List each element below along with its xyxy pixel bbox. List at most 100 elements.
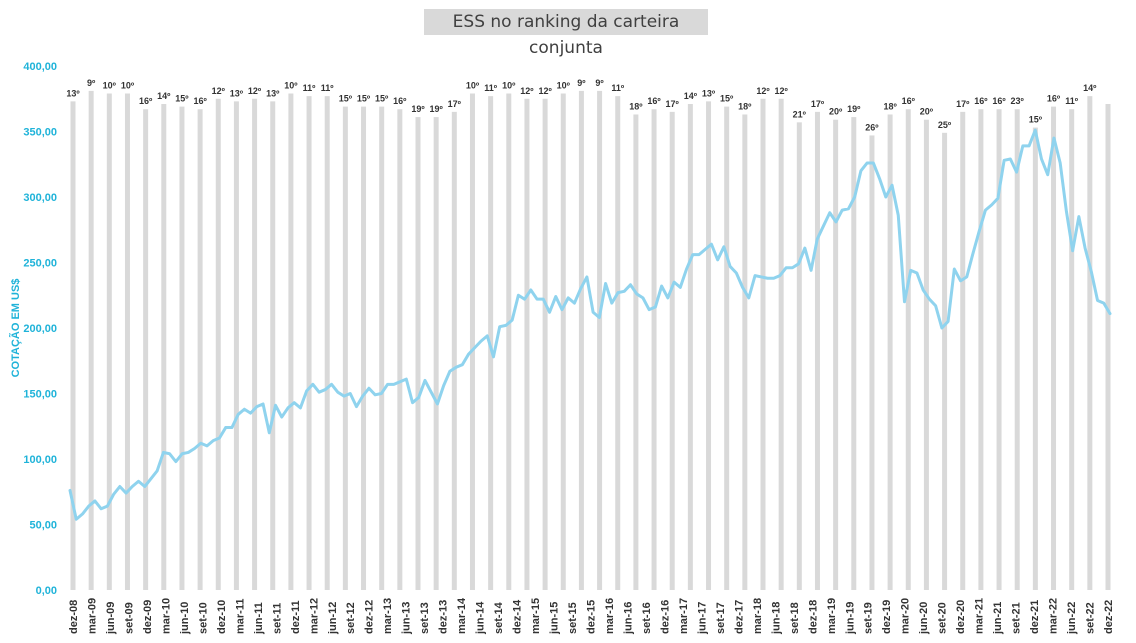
x-tick-label: set-16 bbox=[641, 602, 653, 634]
ranking-bar bbox=[1032, 127, 1038, 590]
x-tick-label: dez-08 bbox=[68, 600, 80, 634]
rank-label: 14º bbox=[157, 91, 171, 101]
x-tick-label: jun-20 bbox=[918, 602, 930, 635]
ranking-bar bbox=[687, 103, 693, 591]
ranking-bar bbox=[469, 93, 475, 590]
rank-label: 10º bbox=[103, 81, 117, 91]
x-tick-label: set-19 bbox=[863, 602, 875, 634]
rank-label: 14º bbox=[1083, 83, 1097, 93]
x-tick-label: mar-13 bbox=[382, 598, 394, 634]
x-tick-label: jun-18 bbox=[770, 602, 782, 635]
ranking-bar bbox=[415, 117, 421, 590]
rank-label: 10º bbox=[121, 81, 135, 91]
ranking-bar bbox=[651, 109, 657, 590]
y-tick-label: 300,00 bbox=[23, 192, 57, 204]
ranking-bar bbox=[742, 114, 748, 590]
ranking-bar bbox=[252, 98, 258, 590]
x-tick-label: jun-09 bbox=[105, 602, 117, 635]
rank-label: 11º bbox=[484, 83, 498, 93]
ranking-bar bbox=[106, 93, 112, 590]
rank-label: 13º bbox=[66, 88, 80, 98]
ranking-bar bbox=[1051, 106, 1057, 591]
x-tick-label: dez-16 bbox=[659, 600, 671, 634]
ranking-bar bbox=[833, 119, 839, 591]
rank-label: 11º bbox=[303, 83, 317, 93]
rank-label: 11º bbox=[321, 83, 335, 93]
x-tick-label: dez-15 bbox=[586, 600, 598, 634]
rank-label: 15º bbox=[375, 94, 389, 104]
x-tick-label: dez-10 bbox=[216, 600, 228, 634]
ranking-bar bbox=[361, 106, 367, 591]
x-tick-label: dez-12 bbox=[364, 600, 376, 634]
price-line bbox=[68, 128, 1112, 521]
ranking-bar bbox=[1014, 109, 1020, 590]
ranking-bar bbox=[923, 119, 929, 591]
rank-label: 18º bbox=[629, 101, 643, 111]
x-tick-label: dez-22 bbox=[1103, 600, 1115, 634]
y-tick-label: 150,00 bbox=[23, 389, 57, 401]
ranking-bar bbox=[1069, 109, 1075, 590]
x-tick-label: jun-16 bbox=[622, 602, 634, 635]
y-tick-label: 50,00 bbox=[29, 520, 57, 532]
x-tick-label: mar-15 bbox=[530, 598, 542, 634]
x-tick-label: dez-19 bbox=[881, 600, 893, 634]
ranking-bar bbox=[70, 101, 76, 591]
rank-label: 17º bbox=[666, 99, 680, 109]
x-tick-label: mar-22 bbox=[1048, 598, 1060, 634]
x-tick-label: mar-19 bbox=[826, 598, 838, 634]
x-tick-label: dez-20 bbox=[955, 600, 967, 634]
rank-label: 20º bbox=[829, 107, 843, 117]
rank-label: 10º bbox=[466, 81, 480, 91]
rank-label: 10º bbox=[502, 81, 516, 91]
rank-label: 17º bbox=[811, 99, 825, 109]
y-tick-label: 100,00 bbox=[23, 454, 57, 466]
rank-label: 25º bbox=[938, 120, 952, 130]
rank-label: 19º bbox=[430, 104, 444, 114]
x-tick-label: mar-09 bbox=[86, 598, 98, 634]
x-tick-label: set-17 bbox=[715, 602, 727, 634]
x-tick-label: dez-21 bbox=[1029, 600, 1041, 634]
rank-label: 12º bbox=[775, 86, 789, 96]
ranking-bar bbox=[88, 90, 94, 590]
x-tick-label: mar-14 bbox=[456, 597, 468, 634]
ranking-bar bbox=[379, 106, 385, 591]
rank-label: 23º bbox=[1011, 96, 1025, 106]
ranking-bar bbox=[597, 90, 603, 590]
ranking-bar bbox=[197, 109, 203, 590]
rank-label: 19º bbox=[847, 104, 861, 114]
ranking-bar bbox=[887, 114, 893, 590]
x-tick-label: jun-11 bbox=[253, 602, 265, 635]
rank-label: 10º bbox=[557, 81, 571, 91]
ranking-bar bbox=[143, 109, 149, 590]
rank-label: 20º bbox=[920, 107, 934, 117]
ranking-bar bbox=[978, 109, 984, 590]
ranking-bar bbox=[324, 96, 330, 590]
rank-label: 16º bbox=[974, 96, 988, 106]
ranking-bar bbox=[215, 98, 221, 590]
rank-label: 11º bbox=[611, 83, 625, 93]
rank-label: 13º bbox=[230, 88, 244, 98]
x-tick-label: jun-13 bbox=[401, 602, 413, 635]
x-tick-label: jun-15 bbox=[549, 602, 561, 635]
ranking-bar bbox=[796, 122, 802, 590]
ranking-bar bbox=[560, 93, 566, 590]
ranking-bar bbox=[161, 103, 167, 591]
x-tick-label: dez-13 bbox=[438, 600, 450, 634]
rank-label: 16º bbox=[193, 96, 207, 106]
rank-label: 16º bbox=[1047, 94, 1061, 104]
rank-label: 18º bbox=[883, 101, 897, 111]
rank-label: 12º bbox=[212, 86, 226, 96]
ranking-bar bbox=[506, 93, 512, 590]
y-tick-label: 200,00 bbox=[23, 323, 57, 335]
ranking-bar bbox=[942, 132, 948, 590]
rank-label: 11º bbox=[1065, 96, 1079, 106]
rank-label: 10º bbox=[284, 81, 298, 91]
x-tick-label: set-15 bbox=[567, 602, 579, 634]
rank-label: 17º bbox=[956, 99, 970, 109]
ranking-bar bbox=[851, 117, 857, 590]
x-tick-label: set-09 bbox=[123, 602, 135, 634]
x-tick-label: jun-22 bbox=[1066, 602, 1078, 635]
ranking-bar bbox=[451, 111, 457, 590]
ranking-bar bbox=[724, 106, 730, 591]
ranking-bar bbox=[869, 135, 875, 590]
